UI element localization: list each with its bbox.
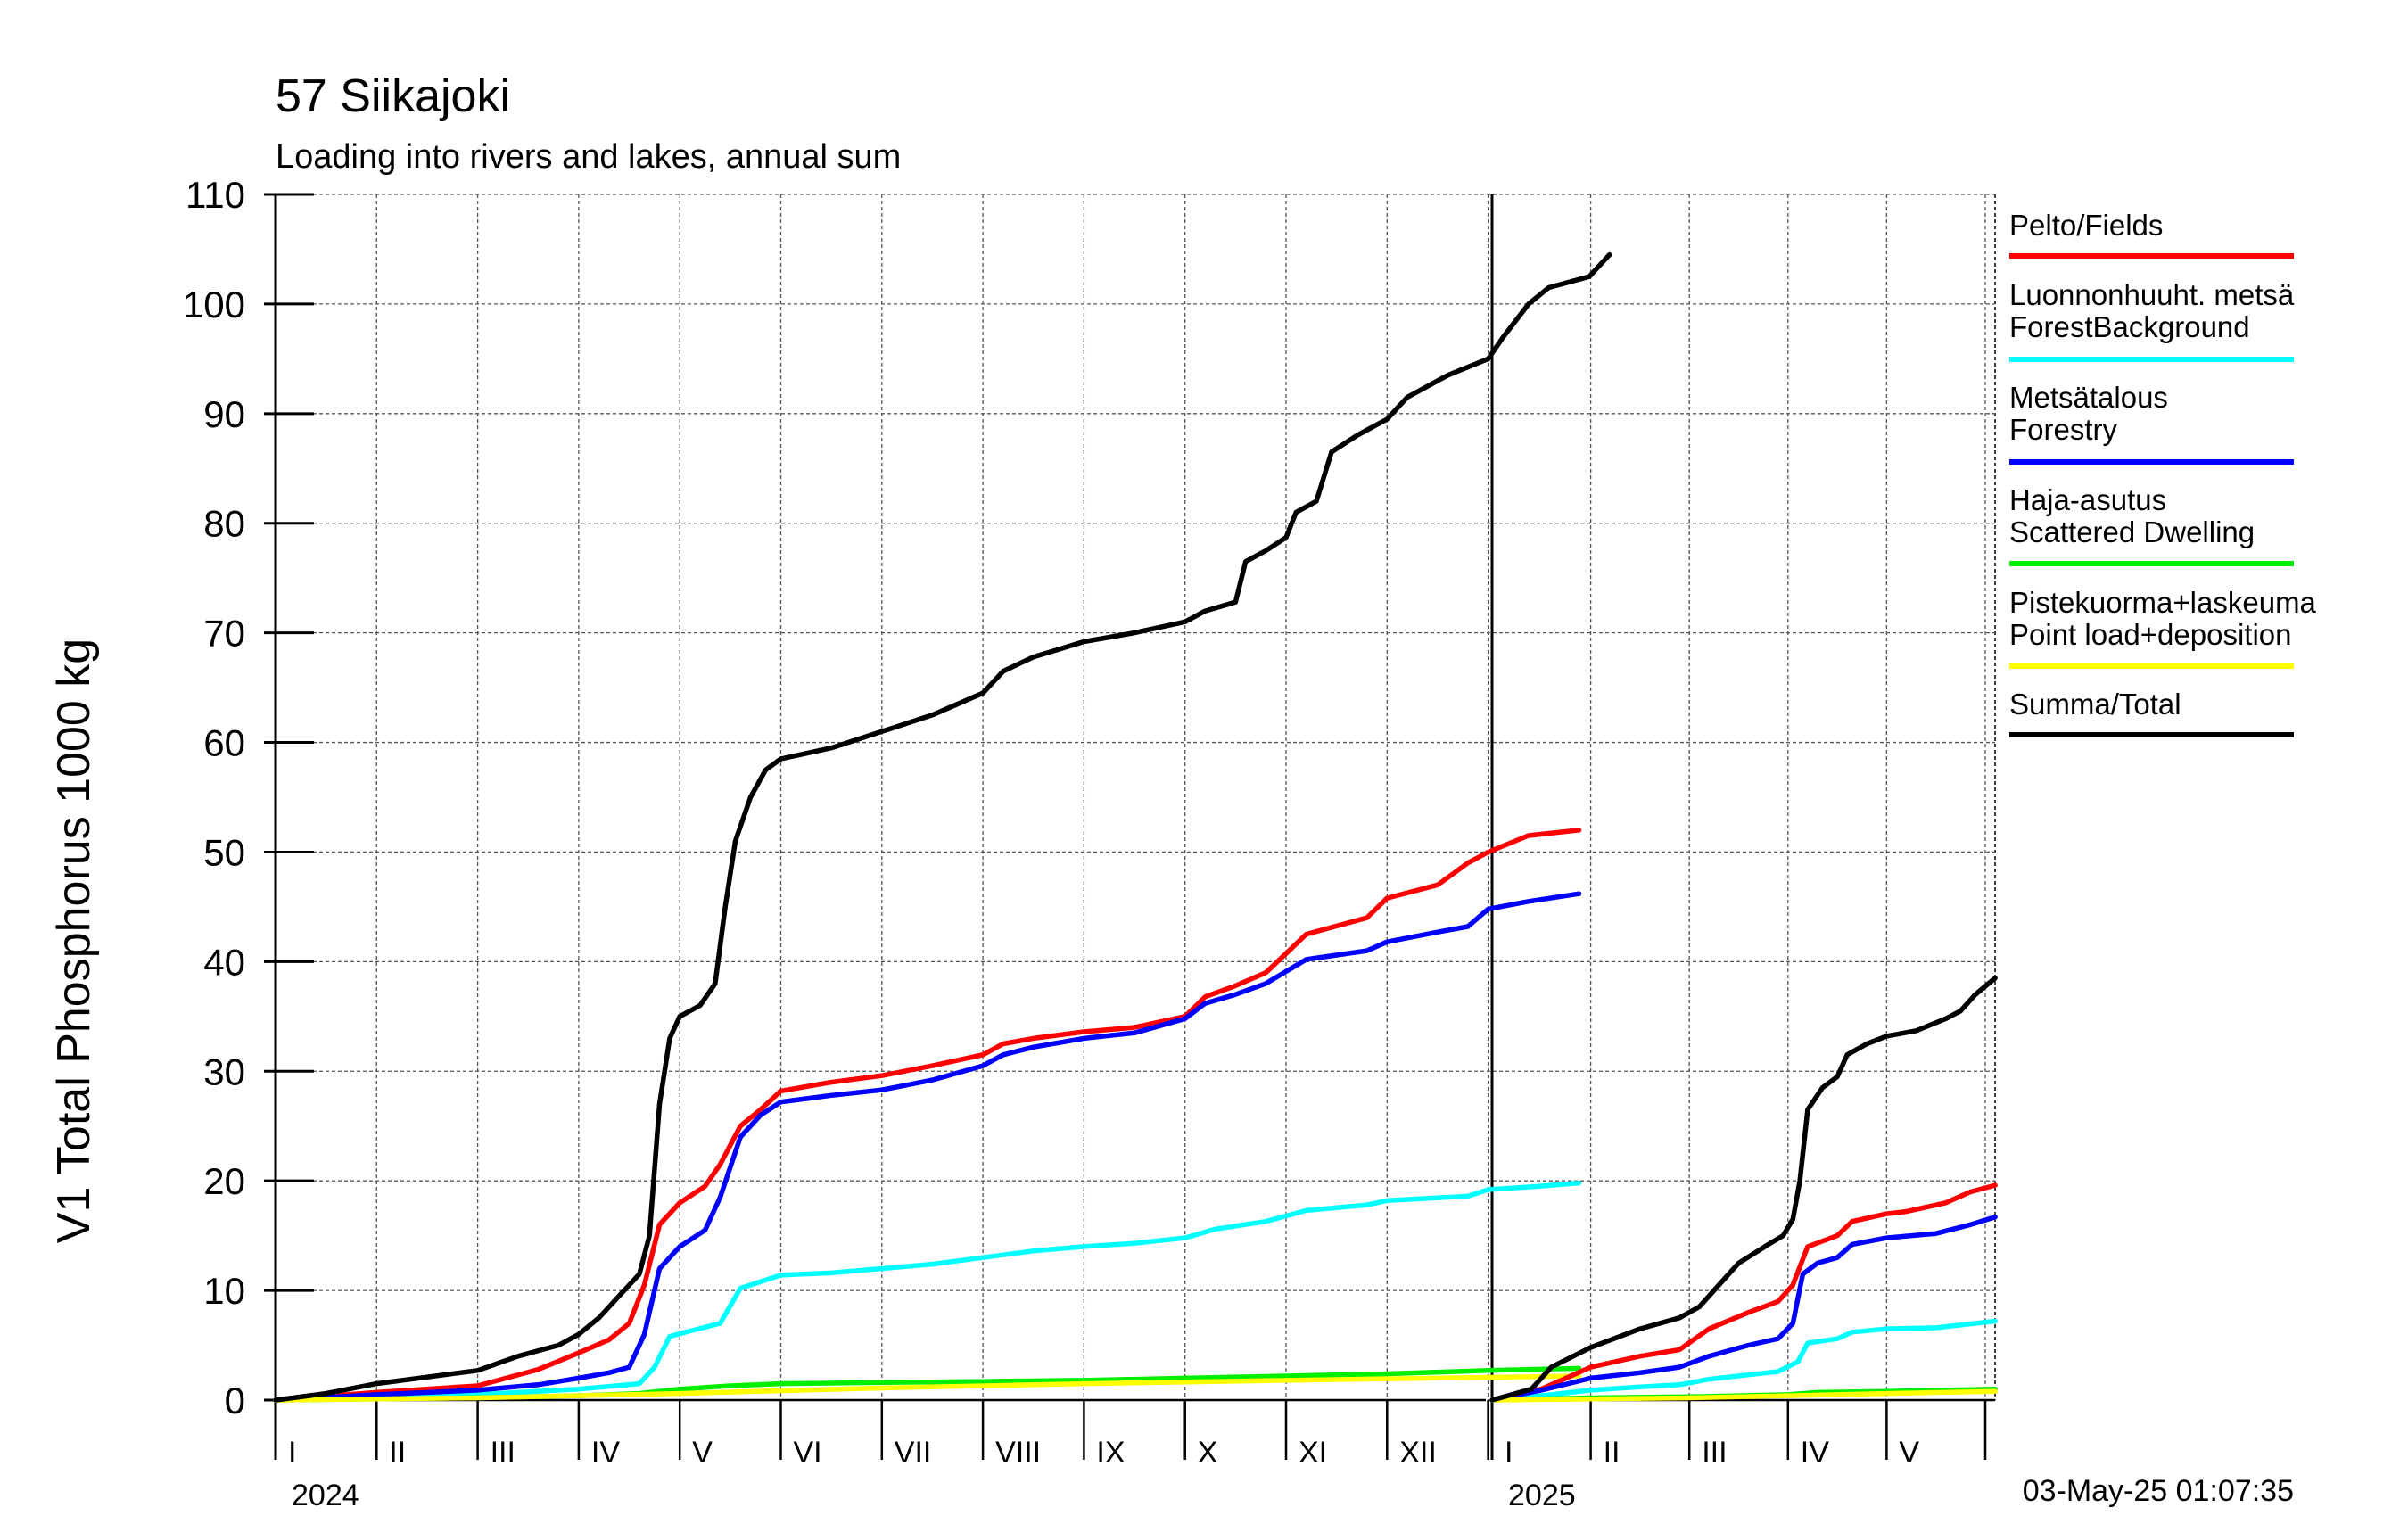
series-line-summa-total [1489,976,1998,1403]
series-line-luonnonhuuht-mets-forestbackground [1489,1318,1998,1403]
month-label: II [389,1436,406,1470]
y-tick-label: 90 [203,393,245,435]
month-label: VI [794,1436,822,1470]
month-label: XII [1399,1436,1437,1470]
month-label: V [692,1436,713,1470]
y-tick-label: 70 [203,613,245,655]
legend-label: Scattered Dwelling [2009,515,2255,548]
y-tick-label: 10 [203,1270,245,1312]
y-tick-label: 40 [203,941,245,983]
legend-label: Pistekuorma+laskeuma [2009,586,2317,619]
month-label: XI [1299,1436,1327,1470]
y-axis-label: V1 Total Phosphorus 1000 kg [48,639,100,1243]
y-tick-label: 60 [203,722,245,764]
legend-label: Pelto/Fields [2009,209,2163,242]
month-label: V [1899,1436,1919,1470]
y-tick-label: 80 [203,503,245,545]
month-label: IV [591,1436,620,1470]
year-label: 2024 [292,1479,359,1512]
legend: Pelto/Fields Luonnonhuuht. metsäForestBac… [2009,209,2317,737]
month-label: III [491,1436,515,1470]
month-label: II [1604,1436,1620,1470]
month-label: IX [1096,1436,1125,1470]
month-label: IV [1801,1436,1829,1470]
legend-label: Summa/Total [2009,688,2181,721]
series-line-luonnonhuuht-mets-forestbackground [273,1180,1582,1403]
y-tick-label: 50 [203,831,245,873]
chart-title: 57 Siikajoki [276,70,510,122]
month-label: I [1505,1436,1513,1470]
legend-label: Point load+deposition [2009,618,2292,651]
series-line-mets-talous-forestry [1489,1214,1998,1403]
series-line-pelto-fields [273,828,1582,1403]
legend-label: Haja-asutus [2009,483,2166,516]
legend-label: Metsätalous [2009,381,2168,414]
month-label: I [288,1436,296,1470]
y-tick-label: 0 [225,1380,245,1421]
y-tick-label: 20 [203,1160,245,1202]
year-label: 2025 [1508,1479,1576,1512]
series-lines [273,251,1998,1403]
legend-label: ForestBackground [2009,310,2250,343]
series-line-pelto-fields [1489,1182,1998,1403]
y-tick-label: 30 [203,1050,245,1092]
y-tick-label: 100 [183,284,245,325]
series-line-mets-talous-forestry [273,891,1582,1403]
grid [276,194,1996,1400]
month-label: VII [895,1436,932,1470]
legend-label: Forestry [2009,413,2118,446]
series-line-pistekuorma-laskeuma-point-load-deposition [273,1373,1582,1403]
month-label: X [1198,1436,1218,1470]
series-line-summa-total [273,251,1612,1403]
timestamp: 03-May-25 01:07:35 [2023,1474,2294,1508]
series-line-pistekuorma-laskeuma-point-load-deposition [1489,1388,1998,1403]
legend-label: Luonnonhuuht. metsä [2009,278,2295,311]
month-label: VIII [995,1436,1041,1470]
y-tick-label: 110 [186,174,245,216]
chart-subtitle: Loading into rivers and lakes, annual su… [276,138,901,176]
month-label: III [1702,1436,1727,1470]
